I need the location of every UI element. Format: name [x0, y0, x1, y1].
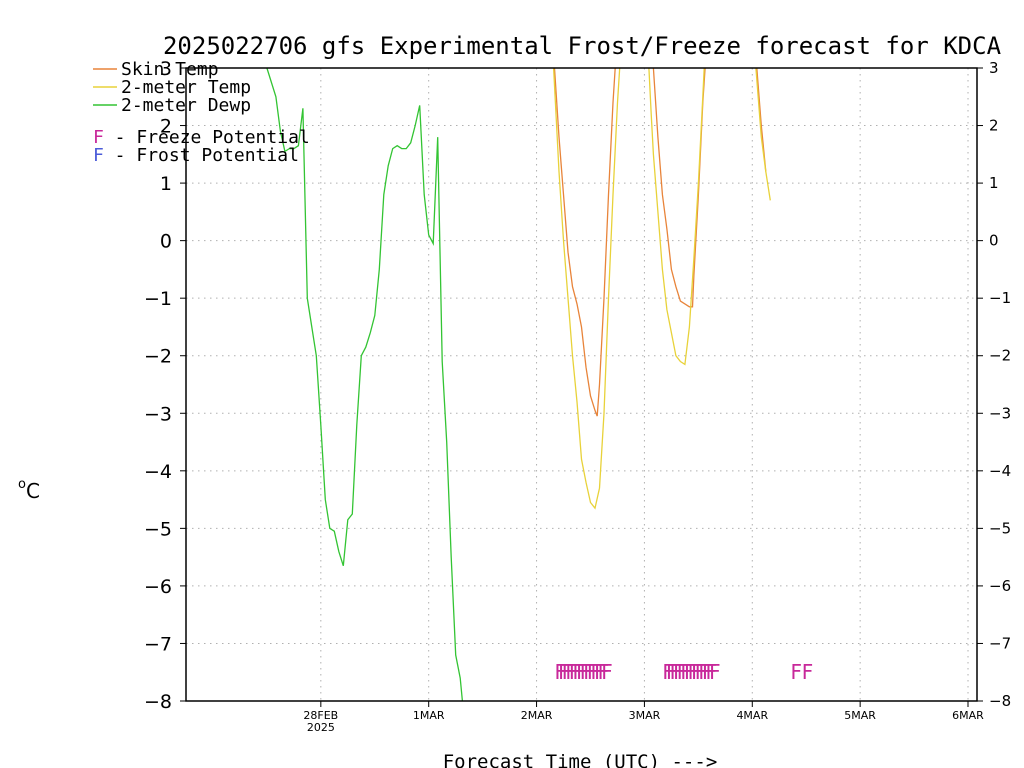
y-tick-label-right: −3 — [989, 404, 1011, 422]
freeze-flag: F — [695, 660, 707, 684]
freeze-flag: F — [601, 660, 613, 684]
y-tick-label: −3 — [144, 403, 172, 425]
freeze-flag: F — [580, 660, 592, 684]
freeze-flag: F — [684, 660, 696, 684]
freeze-flag: F — [673, 660, 685, 684]
freeze-flag: F — [562, 660, 574, 684]
legend-label: Skin Temp — [121, 59, 219, 80]
freeze-flag: F — [680, 660, 692, 684]
freeze-flag: F — [558, 660, 570, 684]
freeze-flag: F — [688, 660, 700, 684]
freeze-flag: F — [702, 660, 714, 684]
y-tick-label: −7 — [144, 633, 172, 655]
freeze-flag: F — [590, 660, 602, 684]
y-tick-label: −2 — [144, 346, 172, 368]
y-tick-label-right: 1 — [989, 174, 999, 192]
y-tick-label-right: −5 — [989, 519, 1011, 537]
legend-note-letter: F — [93, 127, 104, 148]
legend-note: F - Frost Potential — [93, 145, 299, 166]
y-tick-label-right: −7 — [989, 634, 1011, 652]
x-tick-label: 5MAR — [844, 709, 876, 722]
freeze-flag: F — [706, 660, 718, 684]
freeze-flag: F — [569, 660, 581, 684]
freeze-flag: F — [555, 660, 567, 684]
freeze-flag: F — [583, 660, 595, 684]
y-tick-label-right: 2 — [989, 117, 999, 135]
y-tick-label: −1 — [144, 288, 172, 310]
y-tick-label: −8 — [144, 691, 172, 713]
unit-letter: C — [26, 479, 40, 503]
y-tick-label-right: −2 — [989, 347, 1011, 365]
legend-note-text: - Frost Potential — [104, 145, 299, 166]
legend-label: 2-meter Temp — [121, 77, 251, 98]
freeze-flag: F — [587, 660, 599, 684]
freeze-flag: F — [670, 660, 682, 684]
y-tick-label: −4 — [144, 461, 172, 483]
degree-symbol: o — [18, 477, 26, 492]
x-tick-label: 3MAR — [629, 709, 661, 722]
series-lines — [266, 67, 771, 702]
y-tick-label-right: 3 — [989, 59, 999, 77]
y-tick-label-right: 0 — [989, 232, 999, 250]
y-tick-label: 2 — [160, 116, 172, 138]
freeze-flag: F — [576, 660, 588, 684]
series-line-2-meter-dewp — [266, 67, 464, 702]
x-tick-sublabel: 2025 — [307, 721, 335, 734]
y-tick-label: 0 — [160, 231, 172, 253]
y-axis-ticks: 3 3 2 2 1 1 0 0 −1 −1 −2 −2 −3 −3 −4 −4 −5 −5 −6 −6 −7 −7 −8 −8 — [144, 58, 1011, 713]
y-tick-label: −6 — [144, 576, 172, 598]
x-axis-label: Forecast Time (UTC) ---> — [443, 751, 718, 768]
x-tick-label: 6MAR — [952, 709, 984, 722]
freeze-flag: F — [594, 660, 606, 684]
freeze-flag: F — [790, 660, 802, 684]
x-tick-label: 28FEB — [303, 709, 338, 722]
freeze-flag: F — [573, 660, 585, 684]
chart-title: 2025022706 gfs Experimental Frost/Freeze… — [163, 32, 1002, 60]
y-tick-label-right: −6 — [989, 577, 1011, 595]
y-axis-label: oC — [18, 477, 40, 503]
legend-note: F - Freeze Potential — [93, 127, 310, 148]
x-tick-label: 1MAR — [413, 709, 445, 722]
legend-note-text: - Freeze Potential — [104, 127, 310, 148]
freeze-flag: F — [598, 660, 610, 684]
freeze-flag: F — [709, 660, 721, 684]
freeze-flag: F — [802, 660, 814, 684]
x-tick-label: 4MAR — [736, 709, 768, 722]
plot-frame — [185, 67, 978, 702]
y-tick-label-right: −1 — [989, 289, 1011, 307]
legend-note-letter: F — [93, 145, 104, 166]
freeze-flag: F — [698, 660, 710, 684]
y-tick-label-right: −8 — [989, 692, 1011, 710]
x-tick-label: 2MAR — [521, 709, 553, 722]
y-tick-label: −5 — [144, 518, 172, 540]
freeze-flag: F — [565, 660, 577, 684]
legend-label: 2-meter Dewp — [121, 95, 251, 116]
y-tick-label-right: −4 — [989, 462, 1011, 480]
freeze-flag: F — [677, 660, 689, 684]
freeze-flag: F — [662, 660, 674, 684]
y-tick-label: 1 — [160, 173, 172, 195]
series-line-2-meter-temp — [552, 67, 771, 510]
freeze-flag: F — [691, 660, 703, 684]
freeze-flag: F — [666, 660, 678, 684]
y-tick-label: 3 — [160, 58, 172, 80]
